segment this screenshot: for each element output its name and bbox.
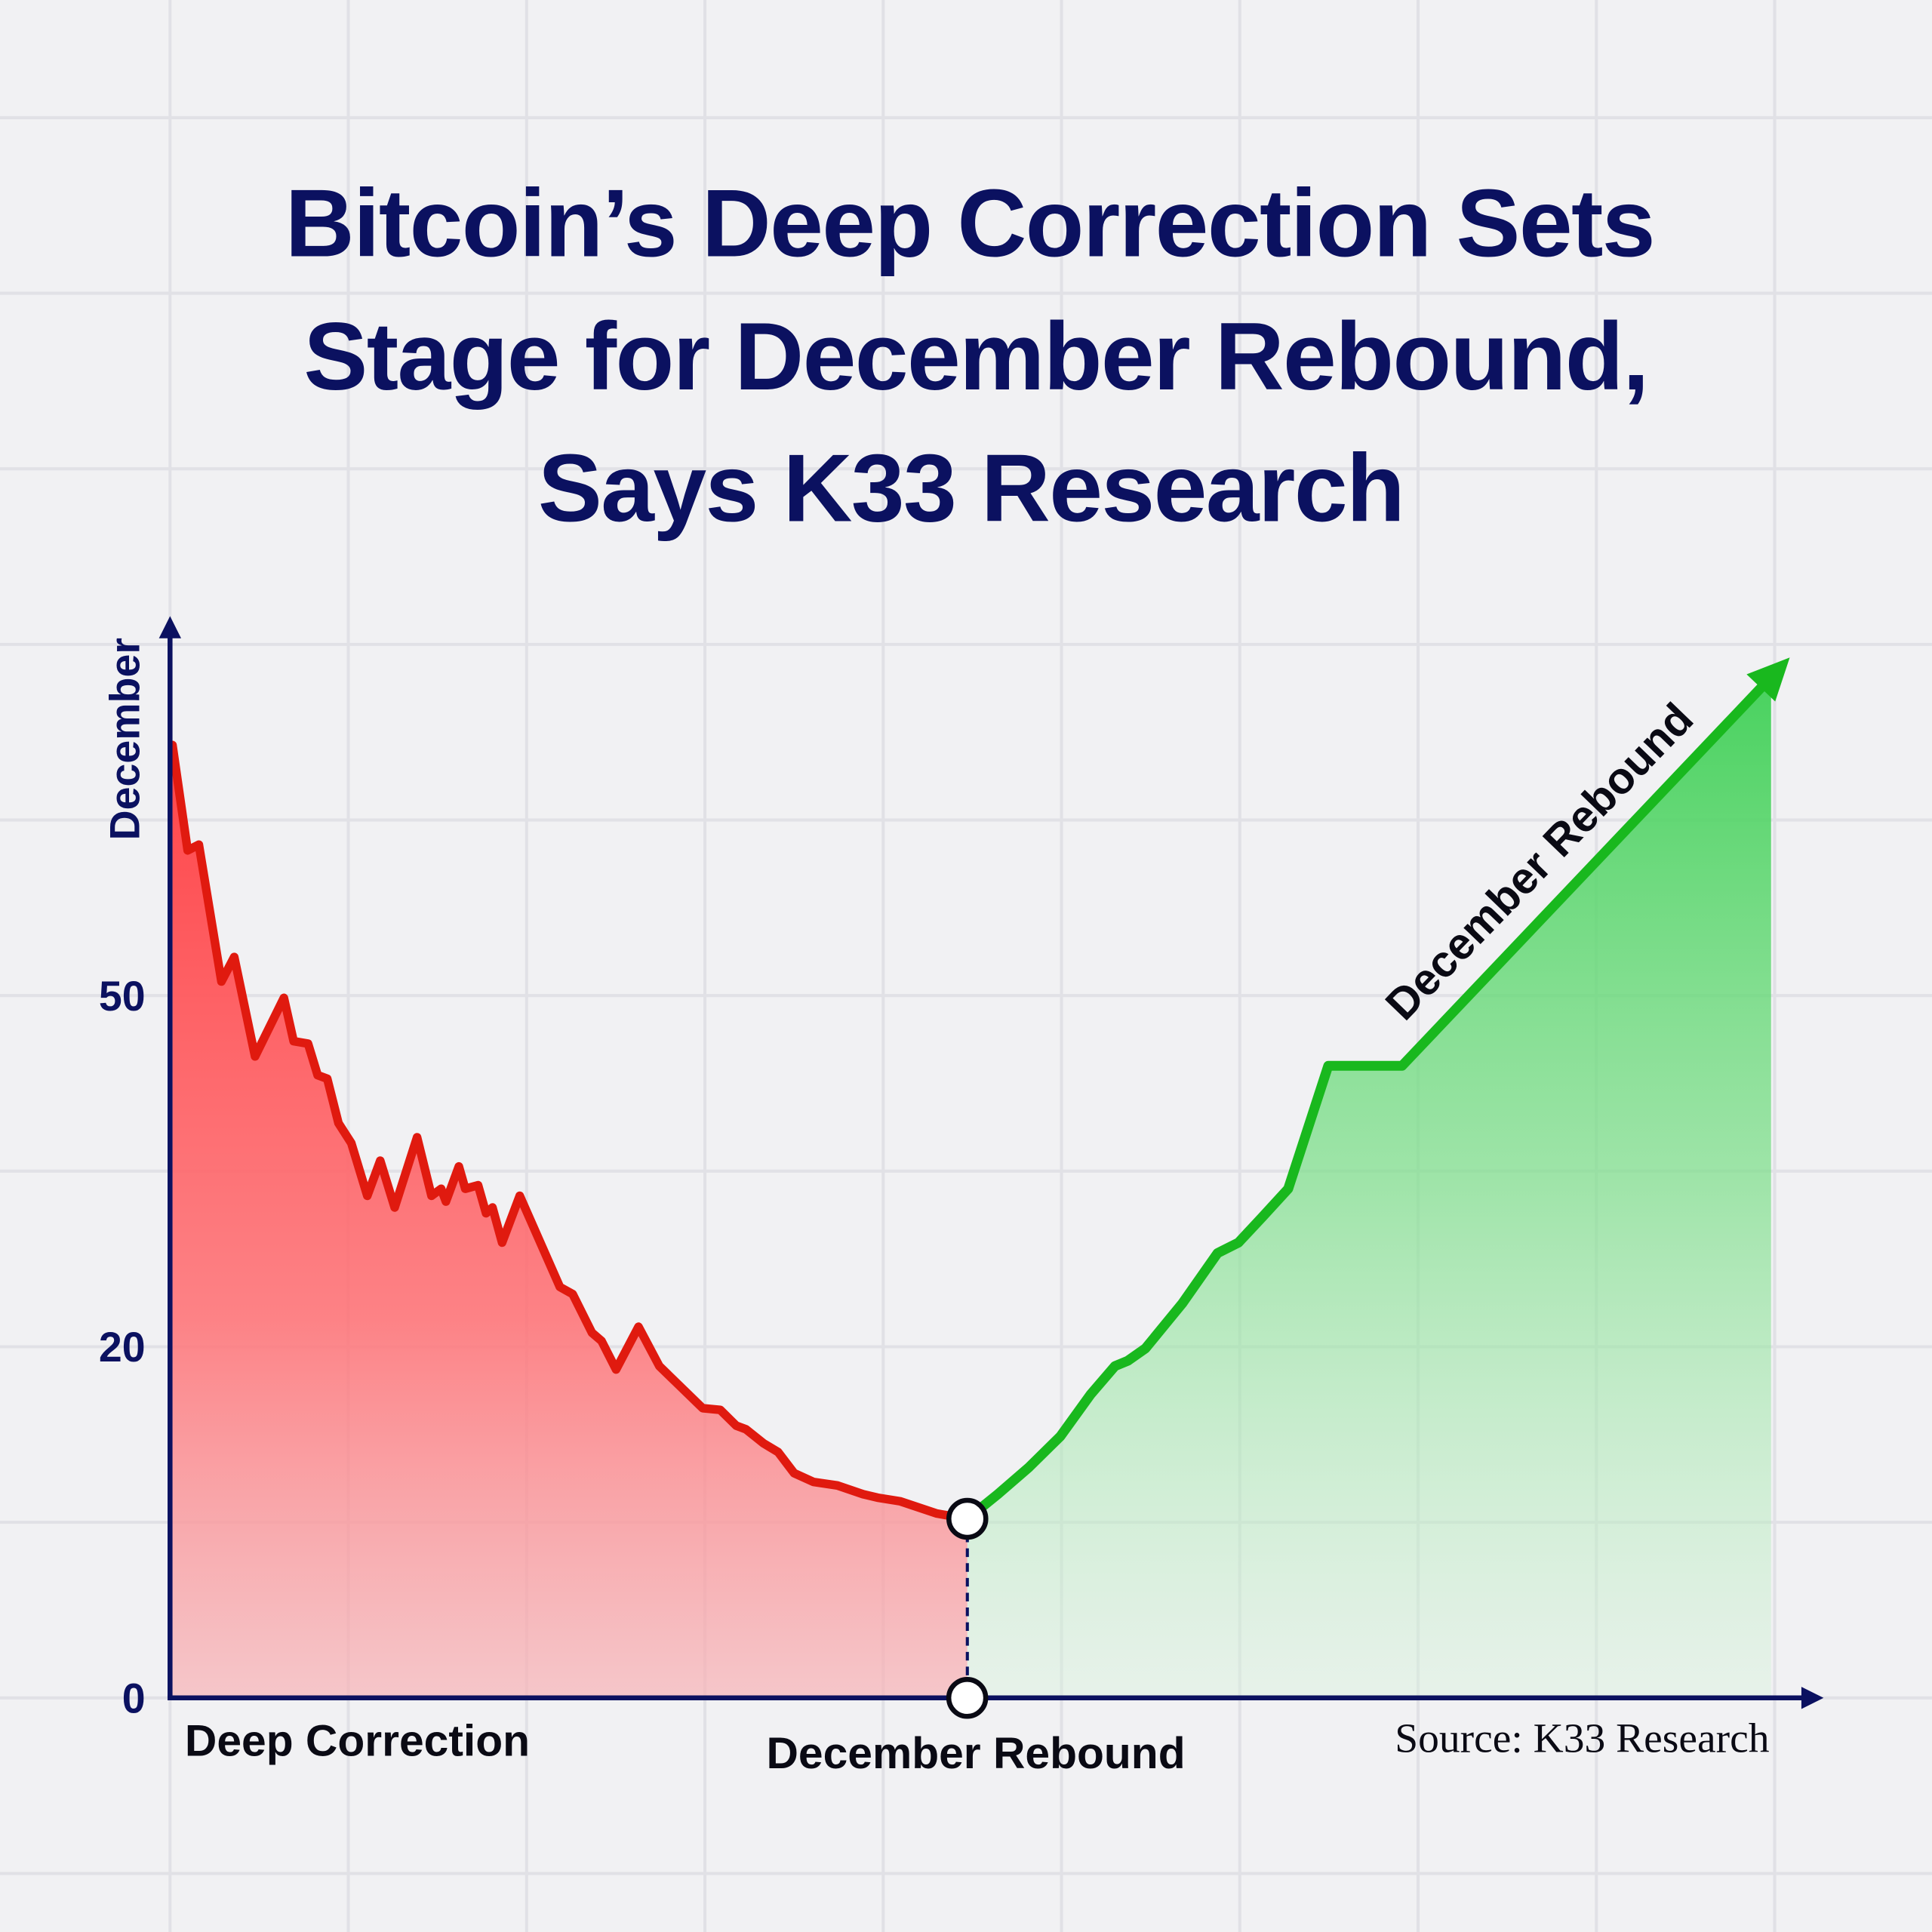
correction-line <box>168 740 972 1524</box>
y-tick-label: 20 <box>99 1324 146 1371</box>
y-axis-arrow-icon <box>158 616 181 638</box>
y-axis-label: December <box>101 638 148 840</box>
y-ticks: 0 20 50 <box>99 973 146 1722</box>
title-line-2: Stage for December Rebound, <box>303 303 1647 410</box>
rebound-area <box>967 677 1771 1698</box>
turning-point-marker <box>946 1497 989 1540</box>
rebound-arrowhead-icon <box>1746 657 1790 702</box>
x-label-deep-correction: Deep Correction <box>185 1717 530 1766</box>
x-axis-arrow-icon <box>1801 1687 1824 1709</box>
lines <box>168 657 1790 1524</box>
x-axis-turning-point-marker <box>946 1677 989 1719</box>
correction-area <box>172 745 968 1698</box>
y-tick-label: 0 <box>122 1675 146 1721</box>
title-line-3: Says K33 Research <box>538 435 1404 542</box>
y-tick-label: 50 <box>99 973 146 1020</box>
source-note: Source: K33 Research <box>1395 1716 1769 1762</box>
title-line-1: Bitcoin’s Deep Correction Sets <box>285 170 1654 277</box>
rebound-line <box>962 672 1777 1524</box>
x-label-december-rebound: December Rebound <box>766 1729 1185 1778</box>
areas <box>172 677 1771 1698</box>
